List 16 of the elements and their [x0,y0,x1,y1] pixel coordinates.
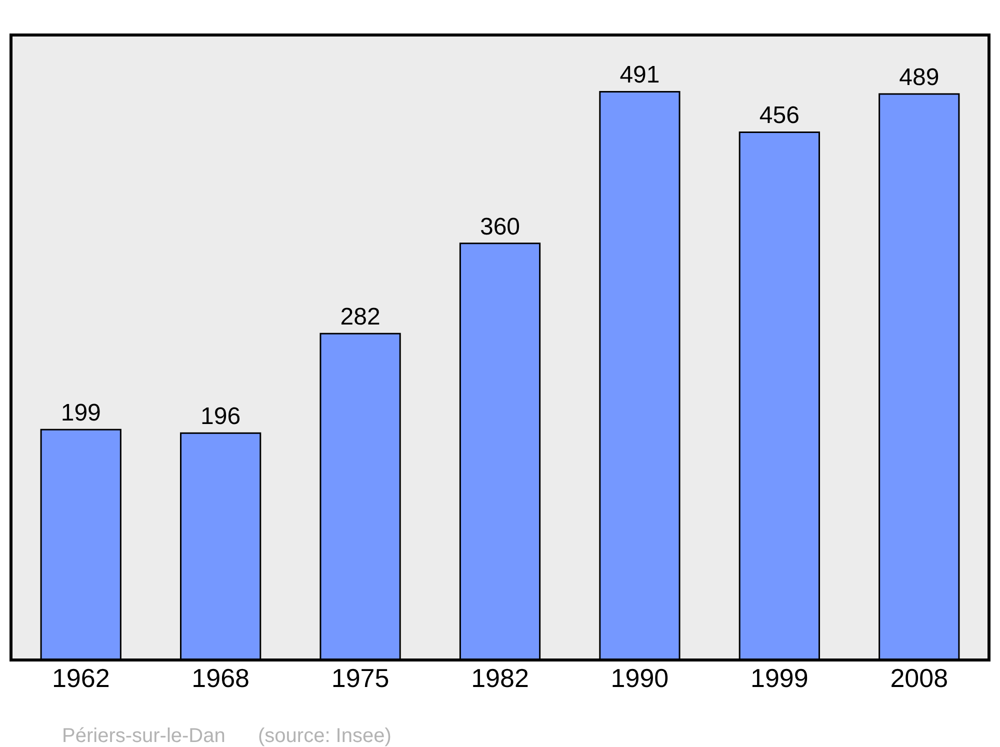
x-tick-label: 1982 [471,663,529,693]
data-label: 199 [60,400,101,427]
x-tick-label: 1962 [52,663,110,693]
text: Périers-sur-le-Dan [62,725,226,747]
data-label: 282 [340,304,380,331]
data-label: 196 [200,403,241,430]
data-label: 456 [759,102,800,130]
text: (source: Insee) [258,725,392,747]
data-label: 489 [899,64,940,92]
x-tick-label: 1990 [610,663,669,693]
data-label: 491 [620,62,660,89]
data-label: 360 [480,213,520,240]
x-tick-label: 1999 [750,663,808,693]
x-tick-label: 1968 [192,663,250,693]
x-tick-label: 1975 [331,663,390,693]
x-tick-label: 2008 [890,663,948,693]
